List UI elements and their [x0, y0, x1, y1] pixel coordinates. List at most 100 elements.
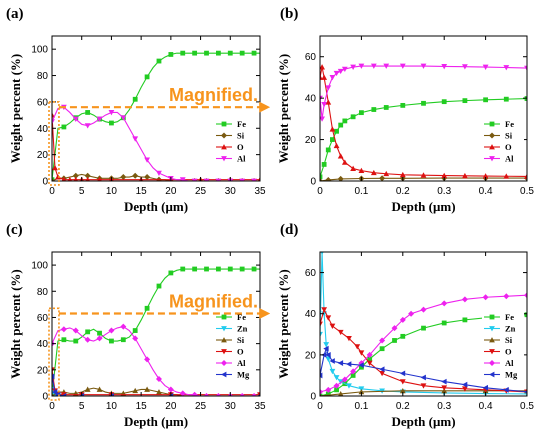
data-point-Al — [215, 393, 222, 396]
data-point-Al — [441, 64, 448, 70]
data-point-Al — [408, 310, 415, 317]
data-point-Si — [144, 174, 151, 181]
data-point-Al — [96, 335, 103, 342]
data-point-Mg — [52, 373, 55, 380]
y-tick-label: 0 — [310, 177, 316, 188]
data-point-Fe — [342, 118, 348, 124]
data-point-Fe — [132, 96, 138, 102]
data-point-Al — [251, 393, 258, 396]
data-point-Mg — [60, 393, 67, 396]
data-point-Mg — [52, 389, 58, 395]
data-point-Si — [84, 172, 91, 179]
data-point-Al — [179, 390, 186, 396]
data-point-Al — [60, 326, 67, 333]
series-line-Mg — [320, 346, 527, 393]
data-point-Al — [239, 178, 246, 181]
legend-marker — [221, 121, 227, 127]
data-point-O — [370, 169, 377, 176]
data-point-O — [441, 385, 448, 391]
data-point-Al — [333, 70, 340, 77]
x-tick-label: 20 — [165, 186, 177, 197]
legend-marker — [221, 337, 227, 343]
data-point-Fe — [359, 364, 364, 370]
data-point-O — [346, 336, 352, 342]
data-point-O — [337, 329, 344, 336]
data-point-Zn — [323, 342, 330, 348]
data-point-Fe — [421, 100, 426, 106]
y-axis-label: Weight percent (%) — [276, 269, 291, 379]
data-point-Al — [524, 65, 527, 72]
data-point-Fe — [144, 305, 150, 311]
data-point-Fe — [216, 266, 221, 272]
y-tick-label: 80 — [37, 287, 49, 298]
data-point-Al — [370, 63, 377, 69]
data-point-Mg — [399, 370, 406, 377]
data-point-Al — [379, 337, 386, 344]
data-point-Al — [350, 368, 357, 375]
magnify-box — [48, 101, 60, 186]
data-point-Fe — [325, 147, 331, 153]
data-point-Al — [320, 388, 323, 395]
legend-label: Si — [237, 335, 245, 345]
data-point-Mg — [325, 351, 331, 358]
data-point-Fe — [156, 58, 162, 64]
data-point-Fe — [503, 96, 509, 102]
data-point-Fe — [132, 328, 138, 333]
legend-marker — [221, 326, 227, 332]
data-point-Si — [337, 391, 344, 396]
data-point-O — [399, 379, 406, 385]
data-point-Al — [399, 316, 406, 323]
data-point-Fe — [61, 124, 67, 130]
data-point-Fe — [325, 391, 331, 396]
data-point-Si — [132, 387, 139, 394]
data-point-Fe — [109, 338, 114, 344]
data-point-Al — [167, 386, 174, 393]
legend-label: Si — [237, 131, 245, 141]
legend-label: O — [505, 347, 512, 357]
data-point-Fe — [204, 266, 209, 272]
data-point-O — [325, 99, 332, 105]
x-tick-label: 10 — [106, 186, 118, 197]
y-tick-label: 100 — [31, 261, 48, 272]
y-tick-label: 60 — [37, 97, 49, 108]
legend-marker — [489, 156, 495, 162]
chart-panel-3: (d) 0 0.1 0.2 0.3 0.4 0.5 0 20 40 60 Depth (μm) Weig… — [276, 222, 534, 429]
x-tick-label: 0.3 — [437, 186, 451, 197]
data-point-Al — [72, 116, 79, 122]
legend: Fe SiO Al — [482, 117, 524, 166]
data-point-O — [366, 360, 373, 366]
legend-label: Zn — [505, 324, 516, 334]
data-point-Fe — [400, 333, 406, 339]
y-tick-label: 0 — [42, 177, 48, 188]
legend-label: Mg — [237, 370, 250, 380]
data-point-Fe — [524, 312, 527, 318]
data-point-Mg — [503, 386, 509, 393]
data-point-Al — [84, 336, 91, 343]
data-point-Al — [72, 327, 79, 334]
series-line-Fe — [320, 314, 527, 396]
y-tick-label: 80 — [37, 71, 49, 82]
data-point-Fe — [320, 393, 323, 396]
legend-label: Zn — [237, 324, 248, 334]
data-point-O — [97, 176, 102, 181]
data-point-Mg — [329, 358, 335, 364]
x-tick-label: 0 — [317, 186, 323, 197]
data-point-Al — [482, 64, 489, 70]
data-point-Fe — [192, 50, 198, 56]
data-point-O — [441, 172, 448, 179]
data-point-Si — [325, 176, 332, 181]
data-point-Si — [120, 174, 127, 181]
data-point-Mg — [167, 393, 174, 396]
data-point-Fe — [383, 105, 389, 110]
legend-marker — [489, 326, 495, 332]
data-point-Zn — [337, 379, 344, 385]
legend-label: Al — [505, 358, 514, 368]
legend-marker — [489, 132, 495, 139]
data-point-Fe — [120, 337, 126, 343]
x-tick-label: 15 — [136, 401, 148, 412]
data-point-O — [462, 172, 468, 179]
y-tick-label: 60 — [37, 313, 49, 324]
x-tick-label: 5 — [79, 186, 85, 197]
data-point-O — [73, 176, 79, 181]
y-tick-label: 40 — [37, 124, 49, 135]
